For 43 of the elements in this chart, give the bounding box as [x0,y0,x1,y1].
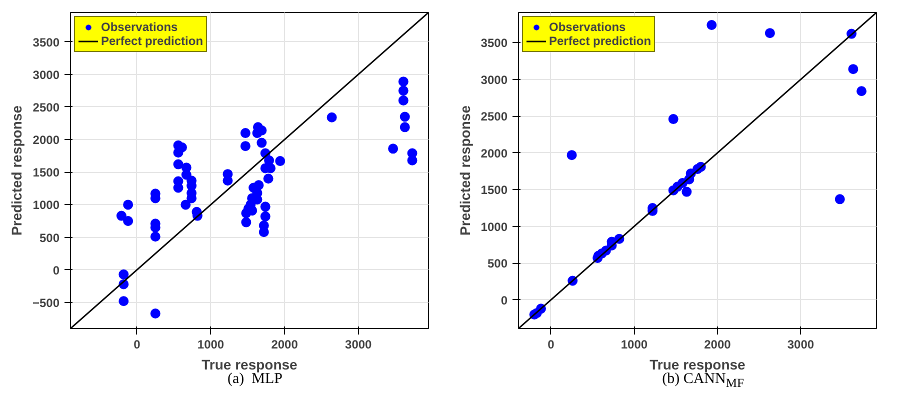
y-tick-label: 2500 [480,110,508,124]
x-tick-label: 2000 [704,338,732,352]
legend-label: Perfect prediction [549,34,652,48]
y-tick-label: 0 [52,263,60,278]
x-tick-label: 2000 [271,338,298,352]
point [566,150,577,160]
legend-label: Observations [101,20,178,34]
y-tick-label: 3500 [32,35,60,50]
x-axis-title: True response [202,356,298,372]
y-axis-title: Predicted response [8,105,24,236]
point [764,28,775,38]
point [668,114,678,124]
x-tick-label: 3000 [345,338,372,352]
y-tick-label: 3000 [480,72,508,87]
y-tick-label: 3000 [32,68,60,82]
y-tick-label: 500 [487,256,508,271]
point [848,64,858,74]
x-tick-label: 0 [548,338,555,352]
text: (b) CANN$_{MF}$ [662,371,744,392]
y-tick-label: −500 [32,296,60,310]
y-tick-label: 3500 [480,36,508,50]
point [834,194,845,204]
legend-label: Observations [549,20,626,34]
x-tick-label: 1000 [620,338,648,352]
y-tick-label: 2000 [32,133,60,148]
point [856,86,867,96]
x-tick-label: 3000 [787,338,814,352]
point [706,20,717,30]
text: (a) MLP [228,371,282,389]
y-tick-label: 1000 [32,198,60,212]
y-tick-label: 1000 [480,220,508,234]
x-axis-title: True response [650,356,746,372]
x-tick-label: 0 [134,338,141,352]
y-tick-label: 0 [500,293,508,308]
y-tick-label: 2500 [32,100,60,114]
y-axis-title: Predicted response [456,105,473,236]
point [682,186,692,197]
y-tick-label: 1500 [480,183,508,198]
y-tick-label: 500 [39,230,60,245]
y-tick-label: 1500 [32,166,60,180]
x-tick-label: 1000 [197,338,224,352]
legend-label: Perfect prediction [101,34,204,48]
y-tick-label: 2000 [480,146,508,160]
